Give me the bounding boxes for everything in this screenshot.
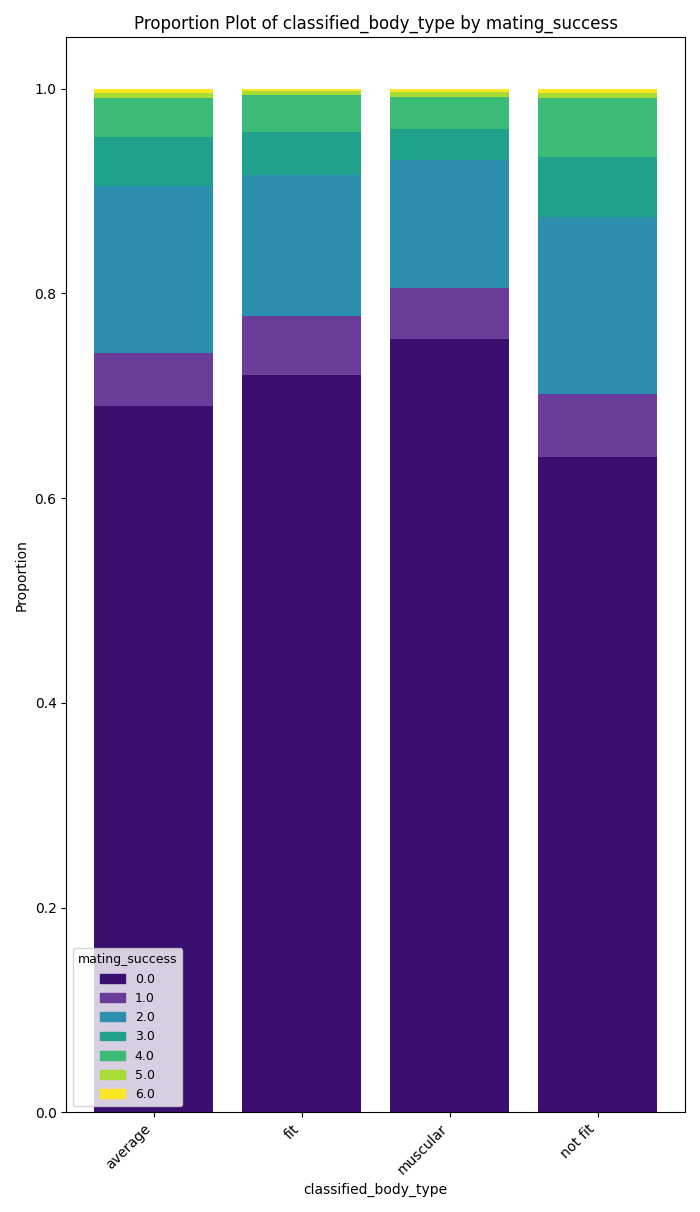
Bar	[391, 339, 509, 1113]
Bar	[538, 217, 657, 394]
Title: Proportion Plot of classified_body_type by mating_success: Proportion Plot of classified_body_type …	[134, 15, 617, 33]
Bar	[242, 88, 360, 91]
Bar	[242, 132, 360, 175]
X-axis label: classified_body_type: classified_body_type	[304, 1183, 448, 1197]
Bar	[242, 316, 360, 376]
Bar	[538, 92, 657, 98]
Bar	[94, 137, 213, 185]
Bar	[391, 130, 509, 160]
Bar	[538, 88, 657, 92]
Bar	[94, 353, 213, 406]
Bar	[94, 406, 213, 1113]
Legend: 0.0, 1.0, 2.0, 3.0, 4.0, 5.0, 6.0: 0.0, 1.0, 2.0, 3.0, 4.0, 5.0, 6.0	[73, 949, 182, 1107]
Y-axis label: Proportion: Proportion	[15, 539, 29, 611]
Bar	[242, 376, 360, 1113]
Bar	[242, 95, 360, 132]
Bar	[391, 288, 509, 339]
Bar	[94, 92, 213, 98]
Bar	[538, 457, 657, 1113]
Bar	[94, 88, 213, 92]
Bar	[538, 158, 657, 217]
Bar	[94, 98, 213, 137]
Bar	[538, 394, 657, 457]
Bar	[242, 91, 360, 95]
Bar	[391, 88, 509, 92]
Bar	[391, 160, 509, 288]
Bar	[391, 97, 509, 130]
Bar	[94, 185, 213, 353]
Bar	[538, 98, 657, 158]
Bar	[242, 175, 360, 316]
Bar	[391, 92, 509, 97]
